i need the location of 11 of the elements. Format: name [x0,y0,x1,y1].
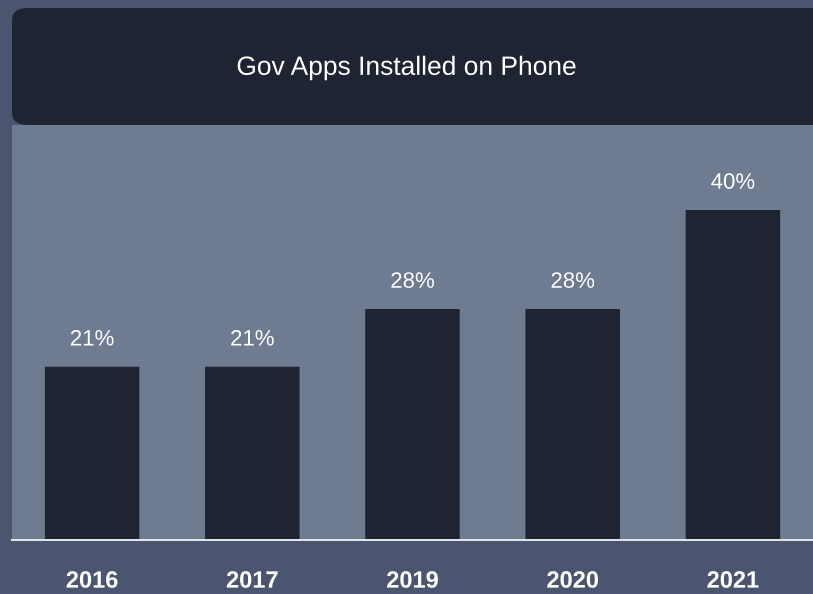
x-tick-label: 2019 [387,571,438,588]
x-tick-label: 2016 [66,571,118,588]
data-label: 21% [231,330,274,346]
data-label: 28% [552,272,594,288]
data-label: 40% [711,173,754,189]
x-tick-label: 2020 [547,571,598,588]
x-tick-label: 2021 [707,571,759,588]
data-label: 28% [391,272,434,288]
x-tick-label: 2017 [226,571,278,588]
chart-title: Gov Apps Installed on Phone [238,56,576,80]
data-label: 21% [70,330,114,346]
